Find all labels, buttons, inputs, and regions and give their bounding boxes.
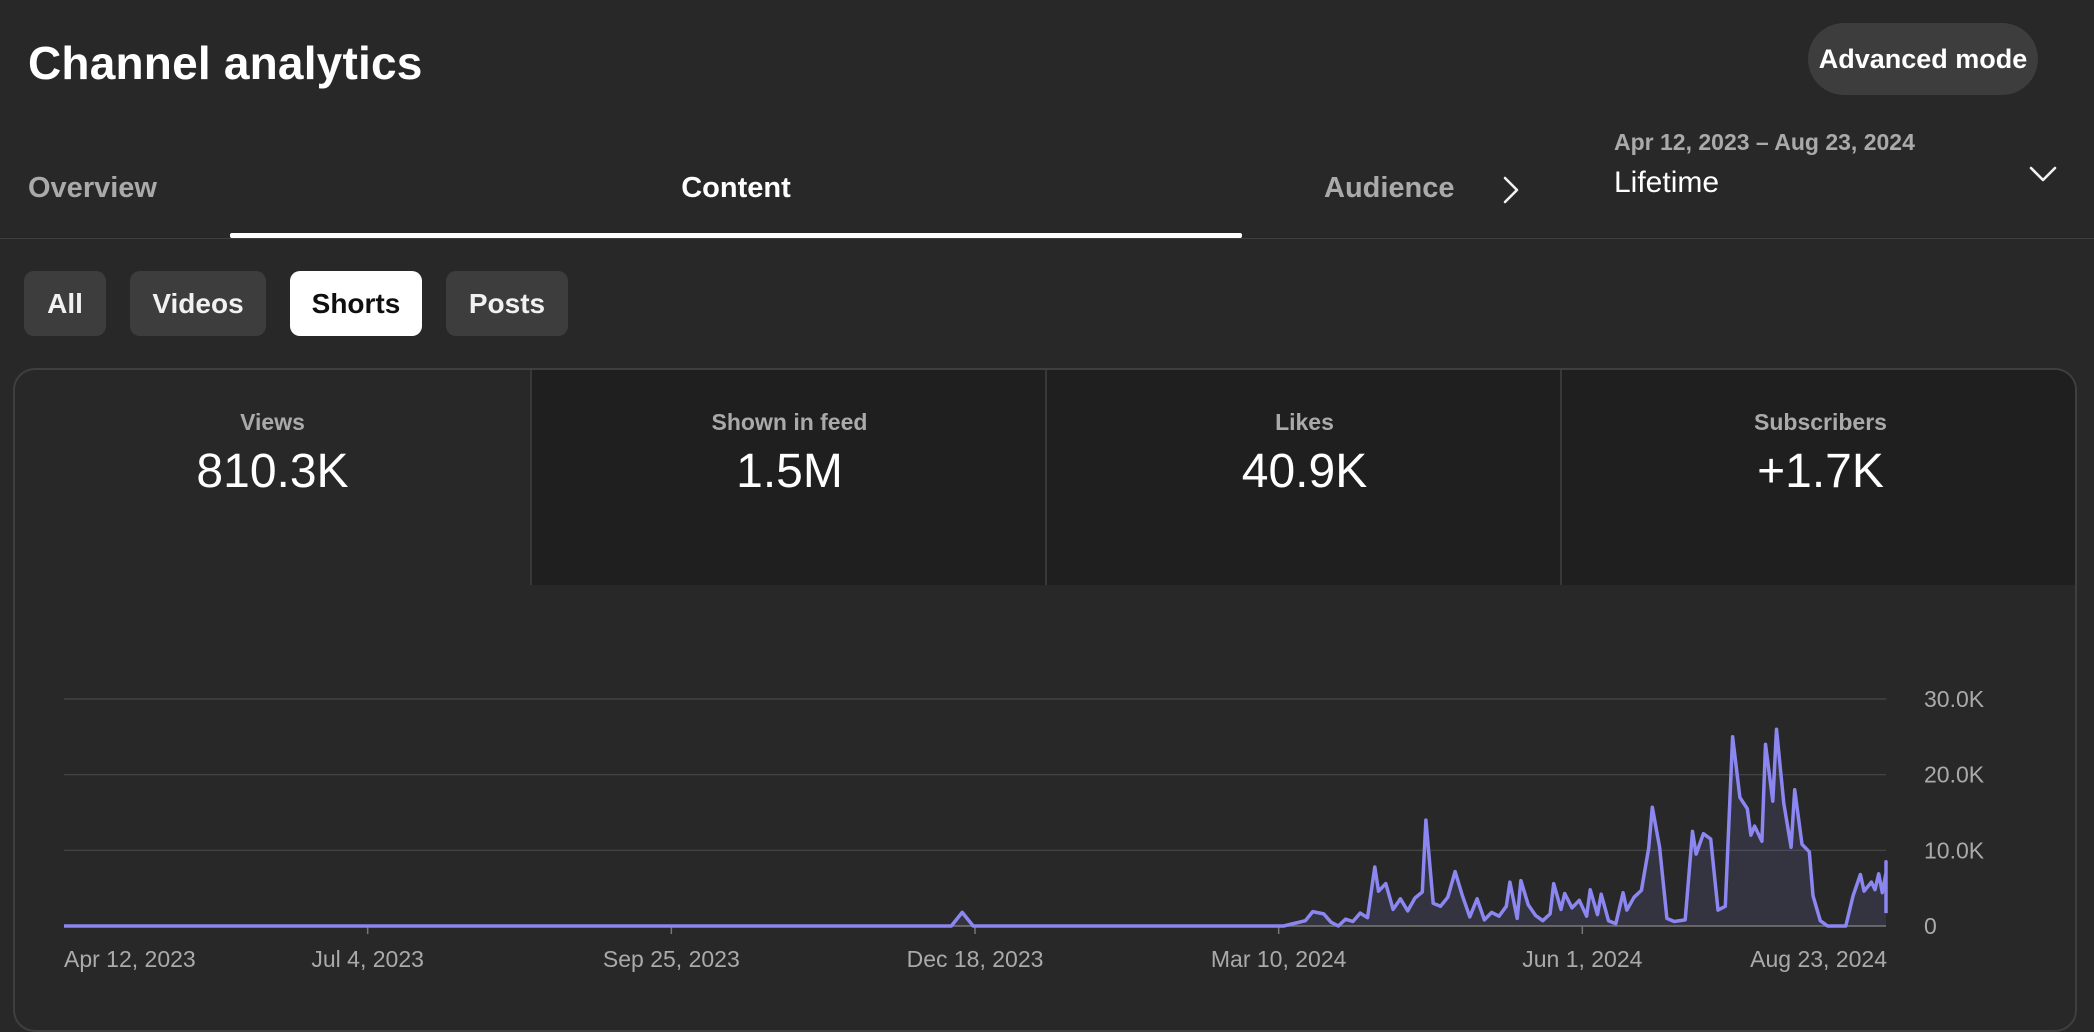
metric-card-likes[interactable]: Likes 40.9K	[1045, 370, 1562, 585]
tab-content[interactable]: Content	[681, 172, 791, 204]
filter-chip-shorts[interactable]: Shorts	[290, 271, 422, 336]
y-tick-label: 20.0K	[1924, 762, 1985, 788]
filter-chip-posts[interactable]: Posts	[446, 271, 568, 336]
metric-value: +1.7K	[1757, 445, 1884, 498]
chevron-down-icon	[2029, 166, 2057, 182]
active-tab-indicator	[230, 233, 1242, 238]
date-range-text: Apr 12, 2023 – Aug 23, 2024	[1614, 129, 1915, 155]
page-title: Channel analytics	[28, 37, 423, 89]
filter-chip-all[interactable]: All	[24, 271, 106, 336]
date-range-label: Lifetime	[1614, 166, 1720, 199]
chevron-right-icon	[1503, 176, 1519, 204]
metric-value: 40.9K	[1241, 445, 1368, 498]
metric-card-subscribers[interactable]: Subscribers +1.7K	[1560, 370, 2075, 585]
metric-value: 1.5M	[736, 445, 843, 498]
x-tick-label: Apr 12, 2023	[64, 946, 196, 972]
tab-overview[interactable]: Overview	[28, 172, 157, 204]
x-tick-label: Jul 4, 2023	[311, 946, 424, 972]
header-divider	[0, 238, 2094, 239]
metric-card-shown-in-feed[interactable]: Shown in feed 1.5M	[530, 370, 1047, 585]
x-tick-label: Sep 25, 2023	[603, 946, 740, 972]
y-tick-label: 30.0K	[1924, 686, 1985, 712]
tab-audience[interactable]: Audience	[1324, 172, 1455, 204]
metric-label: Likes	[1275, 409, 1334, 435]
y-tick-label: 10.0K	[1924, 837, 1985, 863]
x-tick-label: Aug 23, 2024	[1750, 946, 1887, 972]
x-tick-label: Jun 1, 2024	[1522, 946, 1642, 972]
views-area	[64, 729, 1886, 926]
metric-card-views[interactable]: Views 810.3K	[15, 370, 530, 585]
tabs-next-button[interactable]	[1494, 168, 1528, 212]
y-tick-label: 0	[1924, 913, 1937, 939]
x-tick-label: Mar 10, 2024	[1211, 946, 1347, 972]
metrics-panel: Views 810.3K Shown in feed 1.5M Likes 40…	[13, 368, 2077, 1032]
date-range-picker[interactable]: Apr 12, 2023 – Aug 23, 2024 Lifetime	[1600, 120, 2094, 230]
metric-label: Shown in feed	[711, 409, 868, 435]
filter-chip-videos[interactable]: Videos	[130, 271, 266, 336]
views-chart: 0 10.0K 20.0K 30.0K Apr 12, 2023 Jul 4, 2023 S…	[64, 686, 1985, 972]
advanced-mode-button[interactable]: Advanced mode	[1808, 23, 2038, 95]
metric-label: Views	[240, 409, 305, 435]
views-line	[64, 727, 1888, 928]
x-tick-label: Dec 18, 2023	[907, 946, 1044, 972]
metric-value: 810.3K	[196, 445, 349, 498]
metric-label: Subscribers	[1754, 409, 1887, 435]
analytics-tabs: Overview Content Audience	[0, 120, 2094, 240]
